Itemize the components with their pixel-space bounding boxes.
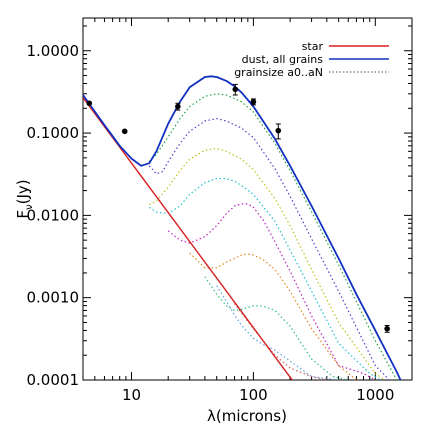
y-tick-label: 0.0010 [27,289,80,307]
observation-point [384,325,390,332]
observation-point [232,86,239,93]
series-layer [83,75,402,380]
legend-label-dust: dust, all grains [242,53,324,66]
axis-ticks [82,18,413,381]
y-tick-label: 0.1000 [27,124,80,142]
x-tick-label: 1000 [356,386,394,404]
series-grain-8 [216,285,339,380]
observation-point [250,98,257,105]
y-tick-label: 0.0100 [27,206,80,224]
legend-label-star: star [302,40,324,53]
series-grain-7 [204,276,349,380]
y-tick-label: 0.0001 [27,371,80,389]
series-grain-3 [149,147,386,380]
series-grain-6 [189,252,357,380]
x-tick-label: 100 [239,386,268,404]
observation-points [86,83,390,333]
y-tick-label: 1.0000 [27,42,80,60]
series-grain-2 [148,117,390,380]
observation-point [275,127,282,134]
series-grain-1 [148,93,398,380]
x-axis-title: λ(microns) [207,407,287,425]
series-dust-all-grains [83,75,402,380]
series-star [83,97,294,380]
y-axis-title: Fν(Jy) [14,179,35,218]
series-grain-9 [234,303,327,380]
legend: star dust, all grains grainsize a0..aN [234,40,389,79]
x-tick-label: 10 [122,386,141,404]
observation-point [121,128,128,135]
legend-label-grainsize: grainsize a0..aN [234,66,323,79]
observation-point [86,100,93,107]
tick-labels: 10 100 1000 0.0001 0.0010 0.0100 0.1000 1.0000 [27,42,395,404]
observation-point [175,103,181,110]
series-grain-5 [167,203,376,380]
